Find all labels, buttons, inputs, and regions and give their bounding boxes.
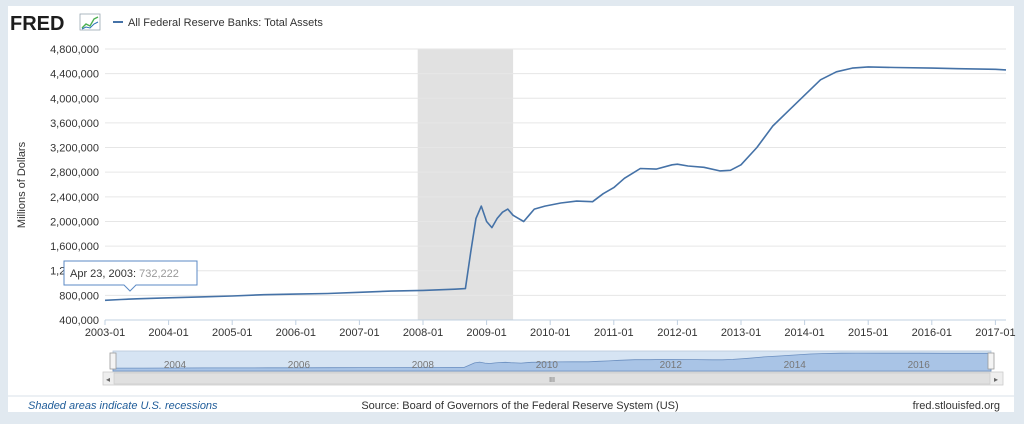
x-tick-label: 2013-01 [721, 327, 761, 339]
y-tick-label: 800,000 [59, 290, 99, 302]
recession-note-link[interactable]: Shaded areas indicate U.S. recessions [28, 400, 218, 412]
fred-site-link[interactable]: fred.stlouisfed.org [913, 400, 1000, 412]
y-tick-label: 1,600,000 [50, 241, 99, 253]
x-tick-label: 2005-01 [212, 327, 252, 339]
x-tick-label: 2006-01 [276, 327, 316, 339]
x-tick-label: 2017-01 [975, 327, 1015, 339]
y-tick-label: 4,800,000 [50, 44, 99, 56]
navigator-year-label: 2008 [412, 360, 435, 371]
scrollbar-grip: III [549, 377, 555, 384]
fred-logo[interactable]: FRED [10, 13, 101, 35]
navigator-year-label: 2014 [784, 360, 807, 371]
fred-logo-text: FRED [10, 13, 64, 35]
y-tick-label: 2,800,000 [50, 167, 99, 179]
scroll-left-arrow-icon[interactable]: ◂ [106, 375, 110, 384]
navigator-right-handle[interactable] [987, 352, 995, 370]
x-tick-label: 2015-01 [848, 327, 888, 339]
x-tick-label: 2003-01 [85, 327, 125, 339]
x-tick-label: 2014-01 [784, 327, 824, 339]
x-tick-label: 2009-01 [466, 327, 506, 339]
x-tick-label: 2007-01 [339, 327, 379, 339]
y-tick-label: 4,400,000 [50, 69, 99, 81]
y-tick-label: 3,200,000 [50, 143, 99, 155]
y-tick-label: 2,400,000 [50, 192, 99, 204]
scrollbar-thumb[interactable] [113, 372, 991, 385]
x-tick-label: 2010-01 [530, 327, 570, 339]
y-tick-label: 400,000 [59, 315, 99, 327]
x-tick-label: 2012-01 [657, 327, 697, 339]
navigator-series [112, 352, 992, 372]
plot-area: 400,000800,0001,200,0001,600,0002,000,00… [50, 44, 1016, 339]
legend[interactable]: All Federal Reserve Banks: Total Assets [113, 17, 323, 29]
tooltip-text: Apr 23, 2003: 732,222 [70, 268, 179, 280]
y-tick-label: 4,000,000 [50, 93, 99, 105]
series-line[interactable] [104, 66, 1007, 302]
y-tick-label: 2,000,000 [50, 216, 99, 228]
source-note: Source: Board of Governors of the Federa… [361, 400, 678, 412]
range-navigator[interactable]: 2004 2006 2008 2010 2012 2014 2016 III ◂ ▸ [102, 350, 1004, 386]
navigator-year-label: 2004 [164, 360, 187, 371]
scroll-right-arrow-icon[interactable]: ▸ [994, 375, 998, 384]
x-tick-label: 2011-01 [594, 327, 634, 339]
tooltip-value: 732,222 [139, 268, 179, 280]
recession-shade [417, 49, 514, 320]
navigator-year-label: 2010 [536, 360, 559, 371]
navigator-year-label: 2016 [908, 360, 931, 371]
x-tick-label: 2008-01 [403, 327, 443, 339]
y-tick-label: 3,600,000 [50, 118, 99, 130]
fred-logo-icon [79, 13, 101, 31]
legend-label: All Federal Reserve Banks: Total Assets [128, 17, 323, 29]
tooltip: Apr 23, 2003: 732,222 [63, 260, 198, 292]
navigator-year-label: 2006 [288, 360, 311, 371]
navigator-year-label: 2012 [660, 360, 683, 371]
y-axis-title: Millions of Dollars [16, 141, 28, 228]
x-tick-label: 2016-01 [912, 327, 952, 339]
tooltip-date: Apr 23, 2003 [70, 268, 133, 280]
x-tick-label: 2004-01 [148, 327, 188, 339]
navigator-left-handle[interactable] [109, 352, 117, 370]
